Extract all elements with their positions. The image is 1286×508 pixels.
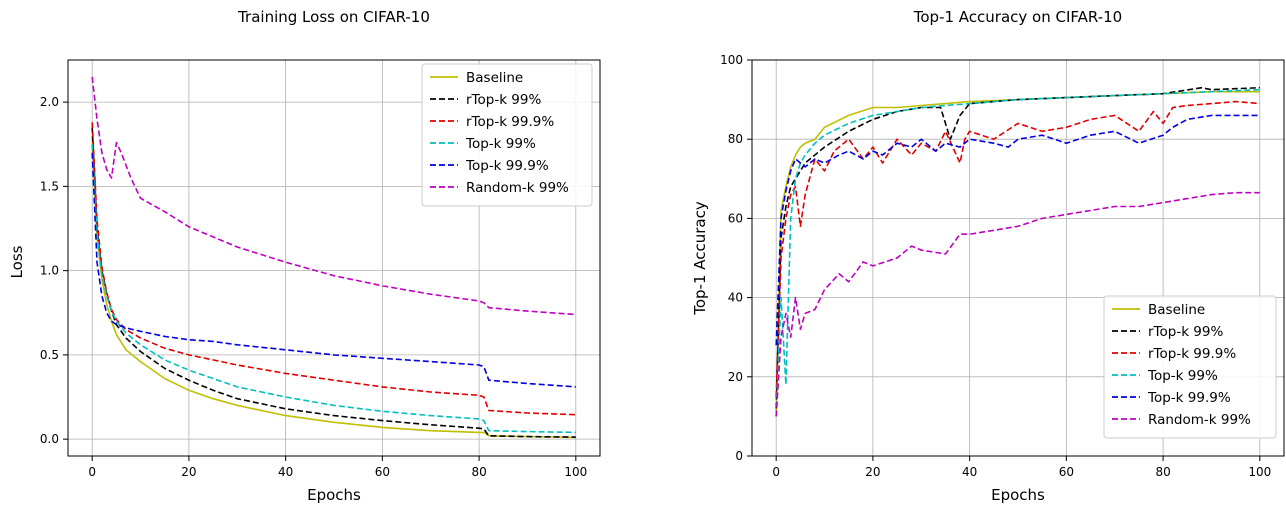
loss-series-top-k-99 [91, 144, 576, 434]
accuracy-x-axis-label: Epochs [991, 486, 1045, 504]
loss-series-baseline [91, 135, 576, 439]
accuracy-series-top-k-99 [775, 88, 1260, 417]
accuracy-x-tick-label: 60 [1059, 465, 1074, 479]
loss-y-ticks: 0.0 0.5 1.0 1.5 2.0 [40, 95, 68, 446]
accuracy-x-ticks: 0 20 40 60 80 100 [772, 456, 1271, 479]
accuracy-legend-label-top-k-99: Top-k 99% [1147, 368, 1218, 384]
accuracy-series-random-k-99 [775, 191, 1260, 417]
loss-series-random-k-99 [91, 76, 576, 316]
loss-y-tick-label: 2.0 [40, 95, 59, 109]
accuracy-chart-title: Top-1 Accuracy on CIFAR-10 [913, 8, 1122, 26]
accuracy-y-tick-label: 0 [735, 449, 743, 463]
accuracy-lines [775, 86, 1260, 417]
accuracy-legend-label-rtop-k-99-9: rTop-k 99.9% [1148, 346, 1236, 362]
loss-legend-label-rtop-k-99: rTop-k 99% [466, 92, 541, 108]
loss-series-top-k-99-9 [91, 152, 576, 388]
accuracy-plot-frame [751, 59, 1285, 457]
accuracy-series-top-k-99-9 [775, 114, 1260, 346]
loss-legend-label-baseline: Baseline [466, 70, 523, 86]
loss-legend-label-top-k-99: Top-k 99% [465, 136, 536, 152]
loss-y-tick-label: 0.0 [40, 432, 59, 446]
loss-y-tick-label: 1.5 [40, 179, 59, 193]
loss-x-tick-label: 0 [88, 465, 96, 479]
accuracy-y-tick-label: 20 [728, 370, 743, 384]
loss-plot-frame [67, 59, 601, 457]
loss-legend-label-top-k-99-9: Top-k 99.9% [465, 158, 549, 174]
accuracy-legend-label-top-k-99-9: Top-k 99.9% [1147, 390, 1231, 406]
loss-y-axis-label: Loss [8, 245, 26, 278]
accuracy-x-tick-label: 80 [1155, 465, 1170, 479]
accuracy-legend: Baseline rTop-k 99% rTop-k 99.9% Top-k 99% T… [1103, 295, 1277, 439]
accuracy-x-tick-label: 40 [962, 465, 977, 479]
accuracy-x-tick-label: 100 [1248, 465, 1271, 479]
loss-x-axis-label: Epochs [307, 486, 361, 504]
loss-x-tick-label: 80 [471, 465, 486, 479]
loss-x-tick-label: 20 [181, 465, 196, 479]
loss-lines [91, 76, 576, 439]
loss-chart: Training Loss on CIFAR-10 0 20 40 60 80 100 0… [8, 8, 601, 504]
accuracy-y-axis-label: Top-1 Accuracy [691, 201, 709, 316]
loss-x-tick-label: 100 [564, 465, 587, 479]
loss-legend-box [421, 63, 593, 207]
loss-chart-title: Training Loss on CIFAR-10 [237, 8, 430, 26]
loss-series-rtop-k-99-9 [91, 122, 576, 416]
loss-legend-label-random-k-99: Random-k 99% [466, 180, 569, 196]
accuracy-x-tick-label: 20 [865, 465, 880, 479]
accuracy-y-tick-label: 80 [728, 132, 743, 146]
accuracy-chart: Top-1 Accuracy on CIFAR-10 0 20 40 60 80 100 … [691, 8, 1285, 504]
accuracy-y-tick-label: 60 [728, 211, 743, 225]
accuracy-y-tick-label: 100 [720, 53, 743, 67]
accuracy-y-tick-label: 40 [728, 291, 743, 305]
accuracy-y-ticks: 0 20 40 60 80 100 [720, 53, 752, 463]
accuracy-legend-label-rtop-k-99: rTop-k 99% [1148, 324, 1223, 340]
accuracy-legend-box [1103, 295, 1277, 439]
accuracy-x-tick-label: 0 [772, 465, 780, 479]
loss-legend-label-rtop-k-99-9: rTop-k 99.9% [466, 114, 554, 130]
loss-y-tick-label: 1.0 [40, 264, 59, 278]
loss-x-tick-label: 40 [278, 465, 293, 479]
accuracy-legend-label-random-k-99: Random-k 99% [1148, 412, 1251, 428]
loss-x-tick-label: 60 [375, 465, 390, 479]
accuracy-series-rtop-k-99-9 [775, 100, 1260, 397]
loss-legend: Baseline rTop-k 99% rTop-k 99.9% Top-k 99% T… [421, 63, 593, 207]
loss-x-ticks: 0 20 40 60 80 100 [88, 456, 587, 479]
accuracy-legend-label-baseline: Baseline [1148, 302, 1205, 318]
loss-y-tick-label: 0.5 [40, 348, 59, 362]
